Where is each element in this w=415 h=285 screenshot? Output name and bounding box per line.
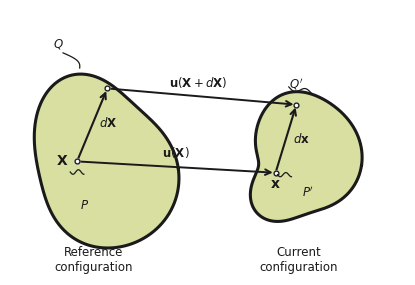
Text: $Q$: $Q$ xyxy=(53,36,63,51)
Text: Reference
configuration: Reference configuration xyxy=(55,246,133,274)
Text: $P'$: $P'$ xyxy=(302,186,314,200)
Text: $\mathbf{x}$: $\mathbf{x}$ xyxy=(270,177,281,191)
Polygon shape xyxy=(250,92,362,221)
Text: $d\mathbf{x}$: $d\mathbf{x}$ xyxy=(293,132,310,146)
Polygon shape xyxy=(34,74,179,248)
Text: $P$: $P$ xyxy=(80,199,89,212)
Text: $\mathbf{u}(\mathbf{X})$: $\mathbf{u}(\mathbf{X})$ xyxy=(163,145,190,160)
Text: $\mathbf{u}(\mathbf{X}+d\mathbf{X})$: $\mathbf{u}(\mathbf{X}+d\mathbf{X})$ xyxy=(169,75,227,90)
Text: $\mathbf{X}$: $\mathbf{X}$ xyxy=(56,154,69,168)
Text: $d\mathbf{X}$: $d\mathbf{X}$ xyxy=(99,116,117,130)
Text: $Q'$: $Q'$ xyxy=(289,76,303,92)
Text: Current
configuration: Current configuration xyxy=(259,246,337,274)
